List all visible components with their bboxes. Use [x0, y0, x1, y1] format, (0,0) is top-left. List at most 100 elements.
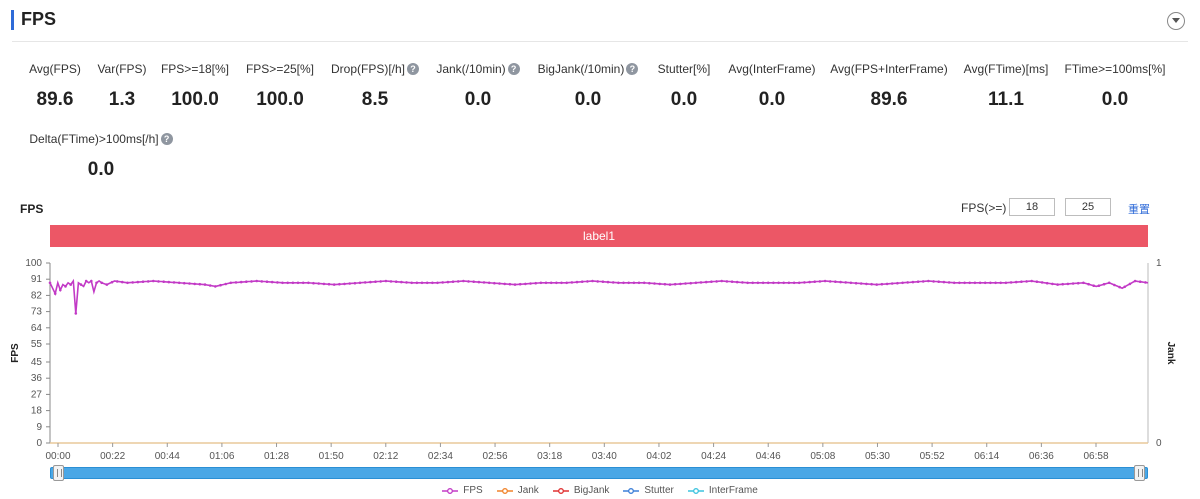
y2-axis-title: Jank	[1165, 342, 1176, 365]
y-axis-title: FPS	[10, 343, 21, 363]
metric-7: Stutter[%] 0.0	[594, 62, 774, 111]
legend-line-icon	[623, 487, 640, 494]
fps-point	[214, 285, 217, 288]
x-tick-label: 02:56	[483, 451, 508, 462]
y-tick-label: 55	[31, 339, 43, 350]
fps-point	[431, 281, 434, 285]
fps-point	[689, 281, 692, 285]
fps-threshold-label: FPS(>=)	[961, 201, 1007, 215]
fps-threshold-high-input[interactable]	[1065, 198, 1111, 216]
x-tick-label: 06:36	[1029, 451, 1054, 462]
legend-item-bigjank[interactable]: BigJank	[552, 485, 609, 496]
fps-point	[487, 281, 491, 285]
fps-point	[1123, 285, 1126, 289]
collapse-toggle-icon[interactable]	[1167, 12, 1185, 30]
fps-point	[710, 280, 713, 283]
fps-point	[141, 280, 145, 283]
help-icon[interactable]: ?	[626, 63, 639, 75]
legend-item-jank[interactable]: Jank	[496, 485, 539, 496]
fps-point	[704, 280, 708, 284]
fps-point	[648, 281, 651, 285]
fps-point	[1087, 282, 1090, 286]
fps-point	[477, 280, 481, 284]
legend-item-fps[interactable]: FPS	[442, 485, 483, 496]
metric-value: 0.0	[670, 89, 698, 110]
metric-value: 89.6	[36, 89, 74, 110]
fps-point	[276, 281, 279, 284]
fps-threshold-low-input[interactable]	[1009, 198, 1055, 216]
fps-point	[307, 281, 310, 285]
metric-4: Drop(FPS)[/h]? 8.5	[285, 62, 465, 111]
x-tick-label: 05:08	[810, 451, 835, 462]
legend-line-icon	[687, 487, 704, 494]
fps-point	[234, 281, 238, 284]
fps-point	[498, 282, 501, 285]
x-tick-label: 03:40	[592, 451, 617, 462]
y-tick-label: 64	[31, 323, 43, 334]
fps-point	[725, 280, 729, 283]
chart-legend: FPS Jank BigJank Stutter InterFrame	[0, 485, 1200, 496]
fps-point	[394, 280, 398, 283]
fps-point	[229, 281, 233, 285]
fps-point	[1040, 281, 1044, 284]
y-tick-label: 45	[31, 357, 43, 368]
fps-point	[136, 280, 140, 284]
fps-point	[239, 280, 243, 284]
fps-point	[756, 281, 760, 285]
fps-point	[958, 281, 961, 285]
fps-point	[844, 281, 847, 284]
x-tick-label: 02:34	[428, 451, 453, 462]
fps-point	[245, 280, 248, 283]
zoom-slider-left-handle[interactable]	[53, 465, 64, 481]
fps-point	[115, 280, 119, 283]
fps-point	[989, 281, 992, 285]
fps-point	[679, 282, 682, 286]
fps-point	[896, 281, 899, 285]
help-icon[interactable]: ?	[407, 63, 419, 75]
zoom-slider-right-handle[interactable]	[1134, 465, 1145, 481]
y-tick-label: 73	[31, 307, 43, 318]
fps-point	[529, 282, 532, 285]
fps-point	[606, 280, 610, 284]
header-divider	[12, 41, 1188, 42]
fps-point	[534, 281, 537, 285]
x-tick-label: 01:28	[264, 451, 289, 462]
legend-line-icon	[442, 487, 459, 494]
fps-point	[859, 282, 863, 285]
fps-point	[48, 281, 52, 285]
fps-point	[952, 281, 956, 285]
fps-point	[544, 281, 548, 285]
fps-point	[787, 281, 791, 285]
fps-point	[555, 281, 558, 285]
fps-point	[420, 281, 424, 285]
fps-point	[1035, 280, 1039, 283]
fps-point	[890, 282, 894, 285]
fps-point	[286, 281, 290, 285]
fps-point	[1014, 280, 1018, 284]
reset-link[interactable]: 重置	[1128, 204, 1150, 216]
fps-point	[1107, 281, 1111, 285]
fps-point	[451, 280, 455, 283]
fps-point	[281, 281, 284, 285]
y2-tick-label: 0	[1156, 438, 1162, 449]
fps-point	[601, 280, 605, 283]
fps-point	[1138, 280, 1142, 283]
chart-title: FPS	[20, 202, 44, 216]
legend-item-interframe[interactable]: InterFrame	[687, 485, 758, 496]
section-title: FPS	[21, 9, 57, 29]
fps-point	[968, 281, 971, 285]
help-icon[interactable]: ?	[507, 63, 520, 75]
x-tick-label: 05:52	[920, 451, 945, 462]
y-tick-label: 0	[36, 438, 42, 449]
help-icon[interactable]: ?	[160, 133, 173, 145]
zoom-slider-track[interactable]	[50, 467, 1148, 479]
fps-point	[560, 281, 563, 285]
fps-point	[250, 280, 253, 283]
fps-point	[570, 281, 574, 284]
legend-item-stutter[interactable]: Stutter	[623, 485, 674, 496]
metric-value: 0.0	[87, 159, 115, 180]
fps-point	[808, 280, 811, 284]
fps-point	[792, 281, 796, 285]
legend-label: FPS	[463, 485, 483, 496]
fps-point	[167, 280, 171, 284]
